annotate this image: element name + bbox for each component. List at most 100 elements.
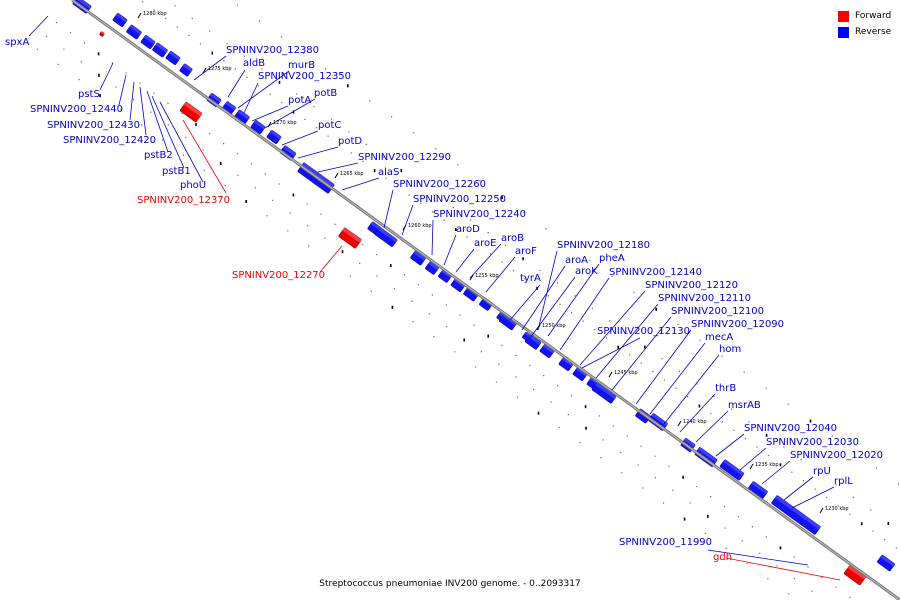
gene-label[interactable]: murB xyxy=(288,60,315,71)
gene-label[interactable]: SPNINV200_12270 xyxy=(232,270,325,281)
grid-dot xyxy=(501,261,503,263)
gene-label[interactable]: spxA xyxy=(5,37,29,48)
gene-label[interactable]: SPNINV200_12380 xyxy=(226,45,319,56)
grid-dot xyxy=(348,131,350,133)
gene-label[interactable]: pheA xyxy=(599,253,625,264)
gene-label[interactable]: SPNINV200_12030 xyxy=(766,437,859,448)
grid-dot xyxy=(69,32,72,34)
gene-label[interactable]: SPNINV200_12240 xyxy=(433,209,526,220)
gene-label[interactable]: thrB xyxy=(715,383,736,394)
gene-label[interactable]: potA xyxy=(288,95,311,106)
grid-dot xyxy=(621,472,623,474)
gene-label[interactable]: SPNINV200_12350 xyxy=(258,71,351,82)
gene-label[interactable]: alaS xyxy=(378,167,399,178)
grid-dot xyxy=(334,223,336,225)
grid-dot xyxy=(391,305,394,309)
gene-label[interactable]: tyrA xyxy=(520,273,541,284)
gene-block-reverse xyxy=(591,382,617,404)
grid-dot xyxy=(683,517,686,521)
grid-dot xyxy=(550,401,552,403)
grid-dot xyxy=(787,403,789,405)
gene-label[interactable]: SPNINV200_12140 xyxy=(609,267,702,278)
gene-label[interactable]: aroB xyxy=(501,233,524,244)
gene-label[interactable]: SPNINV200_12090 xyxy=(691,319,784,330)
grid-dot xyxy=(400,169,403,173)
gene-label[interactable]: SPNINV200_12180 xyxy=(557,240,650,251)
forward-swatch xyxy=(838,10,849,22)
grid-dot xyxy=(567,243,569,246)
legend-reverse: Reverse xyxy=(838,24,891,40)
grid-dot xyxy=(185,136,187,138)
gene-label[interactable]: hom xyxy=(719,344,741,355)
grid-dot xyxy=(191,17,193,19)
gene-label[interactable]: aldB xyxy=(243,58,265,69)
gene-label[interactable]: SPNINV200_12440 xyxy=(30,104,123,115)
grid-dot xyxy=(324,68,327,70)
gene-block-reverse xyxy=(206,92,222,107)
gene-label[interactable]: potD xyxy=(338,136,362,147)
legend-reverse-label: Reverse xyxy=(855,27,892,37)
leader-line xyxy=(663,354,720,425)
grid-dot xyxy=(687,396,689,398)
leader-line xyxy=(611,316,672,391)
grid-dot xyxy=(501,344,503,346)
grid-dot xyxy=(199,43,202,45)
grid-dot xyxy=(814,488,816,490)
gene-label[interactable]: pstS xyxy=(78,89,100,100)
scale-tick xyxy=(819,507,824,514)
gene-label[interactable]: aroD xyxy=(456,224,480,235)
gene-label[interactable]: mecA xyxy=(705,332,733,343)
leader-line xyxy=(635,329,692,405)
gene-label[interactable]: aroE xyxy=(474,238,496,249)
grid-dot xyxy=(278,80,281,84)
grid-dot xyxy=(226,43,228,45)
grid-dot xyxy=(320,213,322,215)
grid-dot xyxy=(605,337,607,339)
grid-dot xyxy=(97,52,100,56)
gene-label[interactable]: msrAB xyxy=(728,400,761,411)
gene-label[interactable]: rpU xyxy=(813,466,831,477)
gene-label[interactable]: aroF xyxy=(515,246,537,257)
gene-label[interactable]: aroK xyxy=(575,266,598,277)
gene-label[interactable]: SPNINV200_12290 xyxy=(358,152,451,163)
gene-block-reverse xyxy=(374,226,398,247)
gene-label[interactable]: SPNINV200_12430 xyxy=(47,120,140,131)
grid-dot xyxy=(835,484,837,486)
gene-label[interactable]: potC xyxy=(318,120,341,131)
leader-line xyxy=(715,433,745,457)
gene-label[interactable]: potB xyxy=(314,88,337,99)
gene-label[interactable]: pstB2 xyxy=(144,150,173,161)
leader-line xyxy=(595,303,659,379)
gene-label[interactable]: SPNINV200_12130 xyxy=(597,326,690,337)
grid-dot xyxy=(515,376,517,378)
gene-label[interactable]: SPNINV200_12420 xyxy=(63,135,156,146)
gene-label[interactable]: SPNINV200_12370 xyxy=(137,195,230,206)
gene-label[interactable]: rplL xyxy=(834,476,853,487)
grid-dot xyxy=(181,112,183,114)
grid-dot xyxy=(202,149,204,151)
leader-line xyxy=(559,277,610,351)
leader-line xyxy=(139,86,147,136)
grid-dot xyxy=(498,363,500,365)
grid-dot xyxy=(362,160,364,162)
gene-label[interactable]: SPNINV200_12040 xyxy=(744,423,837,434)
grid-dot xyxy=(431,211,433,213)
scale-tick-label: 1255 kbp xyxy=(475,273,499,279)
gene-label[interactable]: SPNINV200_12100 xyxy=(671,306,764,317)
gene-label[interactable]: SPNINV200_12120 xyxy=(645,280,738,291)
gene-label[interactable]: SPNINV200_11990 xyxy=(619,537,712,548)
gene-label[interactable]: aroA xyxy=(565,255,588,266)
grid-dot xyxy=(257,85,260,87)
gene-block-reverse xyxy=(112,12,128,27)
gene-label[interactable]: SPNINV200_12020 xyxy=(790,450,883,461)
gene-label[interactable]: pstB1 xyxy=(162,166,191,177)
leader-line xyxy=(791,486,835,509)
gene-label[interactable]: SPNINV200_12110 xyxy=(658,293,751,304)
gene-label[interactable]: SPNINV200_12250 xyxy=(413,194,506,205)
grid-dot xyxy=(637,464,639,466)
grid-dot xyxy=(383,156,385,158)
scale-tick-label: 1240 kbp xyxy=(683,419,707,425)
gene-label[interactable]: gdh xyxy=(713,552,732,563)
gene-label[interactable]: SPNINV200_12260 xyxy=(393,179,486,190)
gene-label[interactable]: phoU xyxy=(180,180,206,191)
